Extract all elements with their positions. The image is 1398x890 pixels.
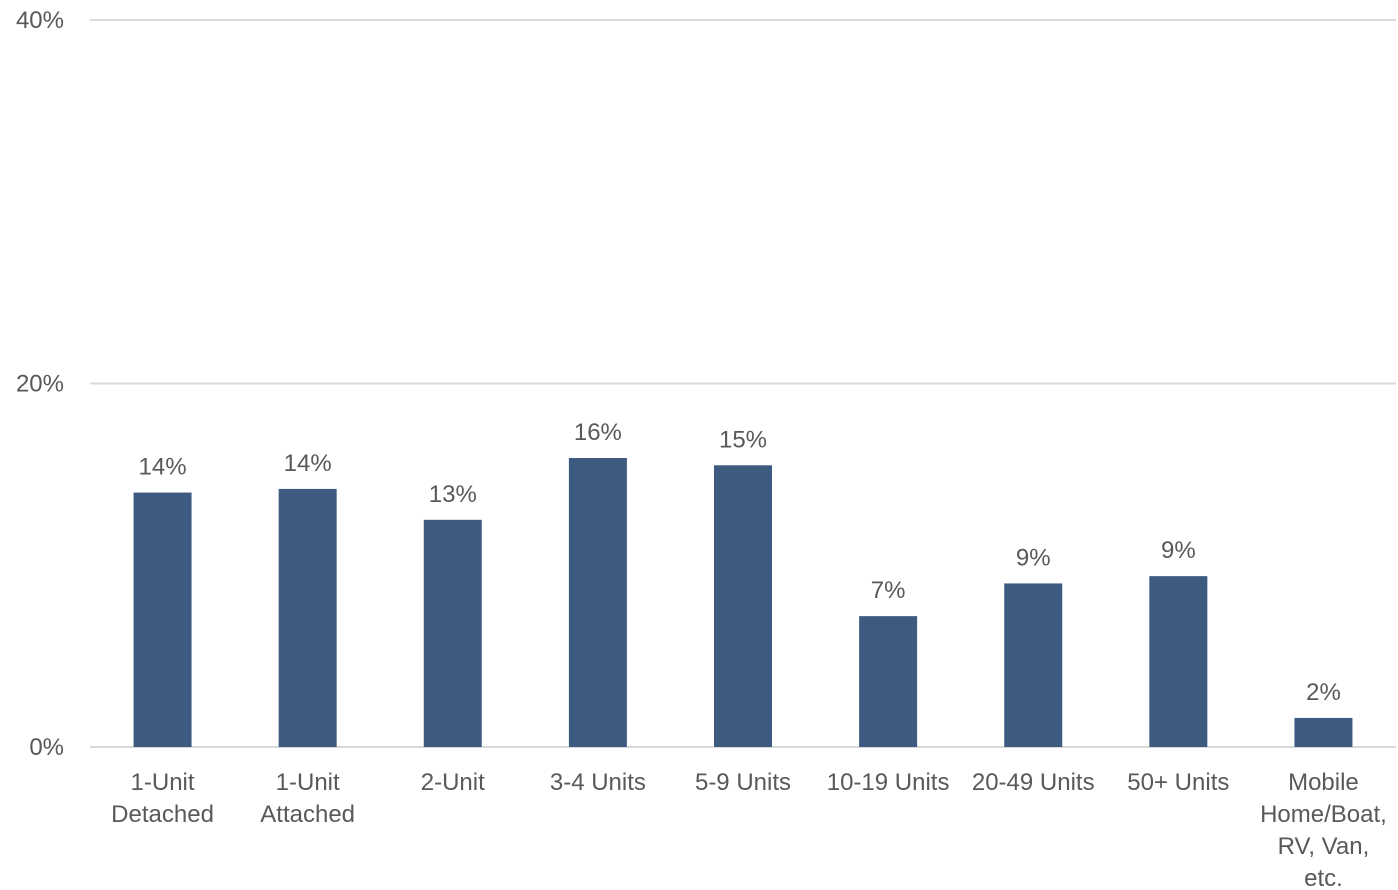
- category-label: 50+ Units: [1127, 769, 1229, 796]
- bar: [1149, 576, 1207, 747]
- category-label: 20-49 Units: [972, 769, 1095, 796]
- category-label-line: 1-Unit: [131, 769, 195, 796]
- category-label-line: Detached: [111, 801, 214, 828]
- category-label: 5-9 Units: [695, 769, 791, 796]
- category-label: Mobile Home/Boat, RV, Van, etc.: [1260, 769, 1387, 890]
- bar: [134, 493, 192, 747]
- category-labels: 1-Unit Detached 1-Unit Attached 2-Unit 3-4 Un…: [111, 769, 1387, 890]
- data-label: 15%: [719, 426, 767, 453]
- category-label-line: 50+ Units: [1127, 769, 1229, 796]
- data-label: 7%: [871, 577, 906, 604]
- bar: [859, 616, 917, 747]
- data-label: 14%: [284, 450, 332, 477]
- category-label-line: etc.: [1304, 865, 1343, 890]
- category-label: 10-19 Units: [827, 769, 950, 796]
- category-label: 3-4 Units: [550, 769, 646, 796]
- category-label-line: Attached: [260, 801, 355, 828]
- data-label: 9%: [1016, 544, 1051, 571]
- category-label: 2-Unit: [421, 769, 485, 796]
- bar: [424, 520, 482, 747]
- data-label: 13%: [429, 481, 477, 508]
- bar: [569, 458, 627, 747]
- y-tick-label: 20%: [16, 371, 64, 398]
- category-label: 1-Unit Attached: [260, 769, 355, 828]
- bar: [714, 465, 772, 747]
- y-axis-tick-labels: 0% 20% 40%: [16, 7, 64, 761]
- data-label: 14%: [139, 454, 187, 481]
- bar: [1294, 718, 1352, 747]
- bars: [134, 458, 1353, 747]
- y-tick-label: 40%: [16, 7, 64, 34]
- category-label-line: 2-Unit: [421, 769, 485, 796]
- category-label-line: 10-19 Units: [827, 769, 950, 796]
- category-label-line: RV, Van,: [1278, 833, 1370, 860]
- y-tick-label: 0%: [29, 734, 64, 761]
- category-label: 1-Unit Detached: [111, 769, 214, 828]
- bar: [1004, 583, 1062, 747]
- bar: [279, 489, 337, 747]
- data-label: 9%: [1161, 537, 1196, 564]
- data-label: 16%: [574, 419, 622, 446]
- category-label-line: 5-9 Units: [695, 769, 791, 796]
- category-label-line: 3-4 Units: [550, 769, 646, 796]
- category-label-line: 20-49 Units: [972, 769, 1095, 796]
- category-label-line: 1-Unit: [276, 769, 340, 796]
- data-label: 2%: [1306, 679, 1341, 706]
- category-label-line: Mobile: [1288, 769, 1359, 796]
- category-label-line: Home/Boat,: [1260, 801, 1387, 828]
